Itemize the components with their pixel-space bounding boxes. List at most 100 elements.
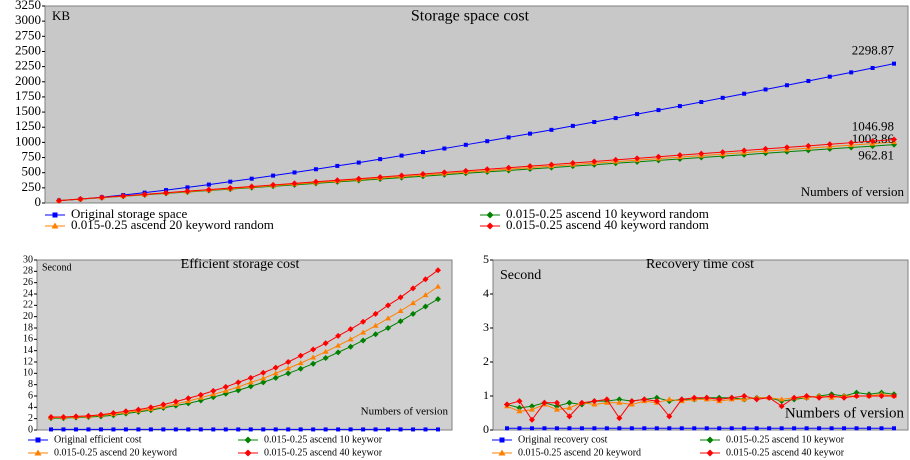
legend-label: 0.015-0.25 ascend 10 keywor (726, 434, 845, 445)
marker (372, 322, 379, 328)
marker (549, 127, 554, 132)
y-tick-label: 2 (28, 413, 33, 424)
marker (210, 387, 217, 394)
marker (603, 396, 610, 403)
marker (516, 408, 523, 414)
chart-title: Storage space cost (411, 8, 530, 25)
marker (778, 403, 785, 410)
marker (728, 394, 735, 401)
marker (517, 426, 522, 431)
marker (435, 283, 441, 289)
marker (347, 343, 354, 350)
y-tick-label: 2750 (15, 27, 41, 42)
marker (422, 276, 429, 283)
marker (504, 401, 510, 408)
marker (698, 150, 705, 157)
marker (592, 426, 597, 431)
marker (516, 398, 523, 405)
marker (310, 346, 317, 353)
marker (297, 352, 304, 359)
marker (322, 348, 329, 354)
y-tick-label: 250 (22, 179, 42, 194)
legend-label: 0.015-0.25 ascend 10 keyword random (506, 206, 709, 221)
marker (97, 411, 104, 418)
marker (222, 387, 229, 393)
marker (892, 61, 896, 66)
marker (677, 104, 682, 109)
marker (506, 135, 511, 140)
marker (616, 396, 623, 403)
marker (617, 426, 622, 431)
marker (228, 179, 233, 184)
marker (528, 416, 535, 423)
marker (272, 370, 279, 376)
marker (570, 123, 575, 128)
y-tick-label: 1750 (15, 88, 41, 103)
y-tick-label: 30 (23, 254, 33, 265)
marker (298, 427, 303, 432)
marker (641, 396, 648, 403)
marker (566, 404, 573, 410)
y-tick-label: 3250 (15, 0, 41, 12)
marker (420, 150, 425, 155)
marker (653, 398, 660, 405)
marker (703, 394, 710, 401)
y-tick-label: 1250 (15, 118, 41, 133)
marker (141, 191, 148, 198)
marker (435, 267, 441, 274)
data-label: 962.81 (858, 148, 894, 163)
marker (827, 74, 832, 79)
y-tick-label: 4 (28, 402, 33, 413)
marker (172, 398, 179, 405)
plot-area (44, 5, 909, 204)
y-tick-label: 28 (23, 266, 33, 277)
marker (604, 426, 609, 431)
marker (310, 354, 317, 360)
marker (779, 426, 784, 431)
marker (729, 426, 734, 431)
marker (567, 426, 572, 431)
marker (347, 336, 354, 342)
marker (766, 394, 773, 401)
y-tick-label: 2500 (15, 42, 41, 57)
marker (542, 426, 547, 431)
marker (110, 410, 117, 416)
marker (817, 426, 822, 431)
marker (335, 163, 340, 168)
marker (73, 427, 78, 432)
marker (720, 95, 725, 100)
marker (541, 399, 548, 406)
marker (285, 365, 292, 371)
marker (335, 332, 342, 339)
marker (313, 167, 318, 172)
marker (297, 360, 304, 366)
marker (34, 449, 42, 456)
y-tick-label: 1 (483, 388, 489, 402)
marker (311, 427, 316, 432)
marker (248, 427, 253, 432)
marker (853, 389, 860, 396)
marker (397, 308, 404, 313)
marker (244, 436, 252, 444)
marker (312, 178, 319, 185)
marker (419, 170, 426, 177)
marker (528, 406, 535, 412)
marker (741, 147, 748, 154)
marker (486, 222, 494, 230)
marker (86, 427, 91, 432)
marker (692, 426, 697, 431)
y-axis-label: Second (500, 268, 541, 283)
marker (163, 189, 170, 196)
marker (754, 426, 759, 431)
marker (398, 172, 405, 179)
marker (377, 174, 384, 181)
marker (691, 394, 698, 401)
marker (842, 426, 847, 431)
marker (628, 398, 635, 405)
marker (498, 449, 506, 456)
y-tick-label: 14 (23, 345, 33, 356)
marker (816, 394, 823, 401)
marker (397, 294, 404, 301)
y-tick-label: 10 (23, 368, 33, 379)
marker (399, 153, 404, 158)
